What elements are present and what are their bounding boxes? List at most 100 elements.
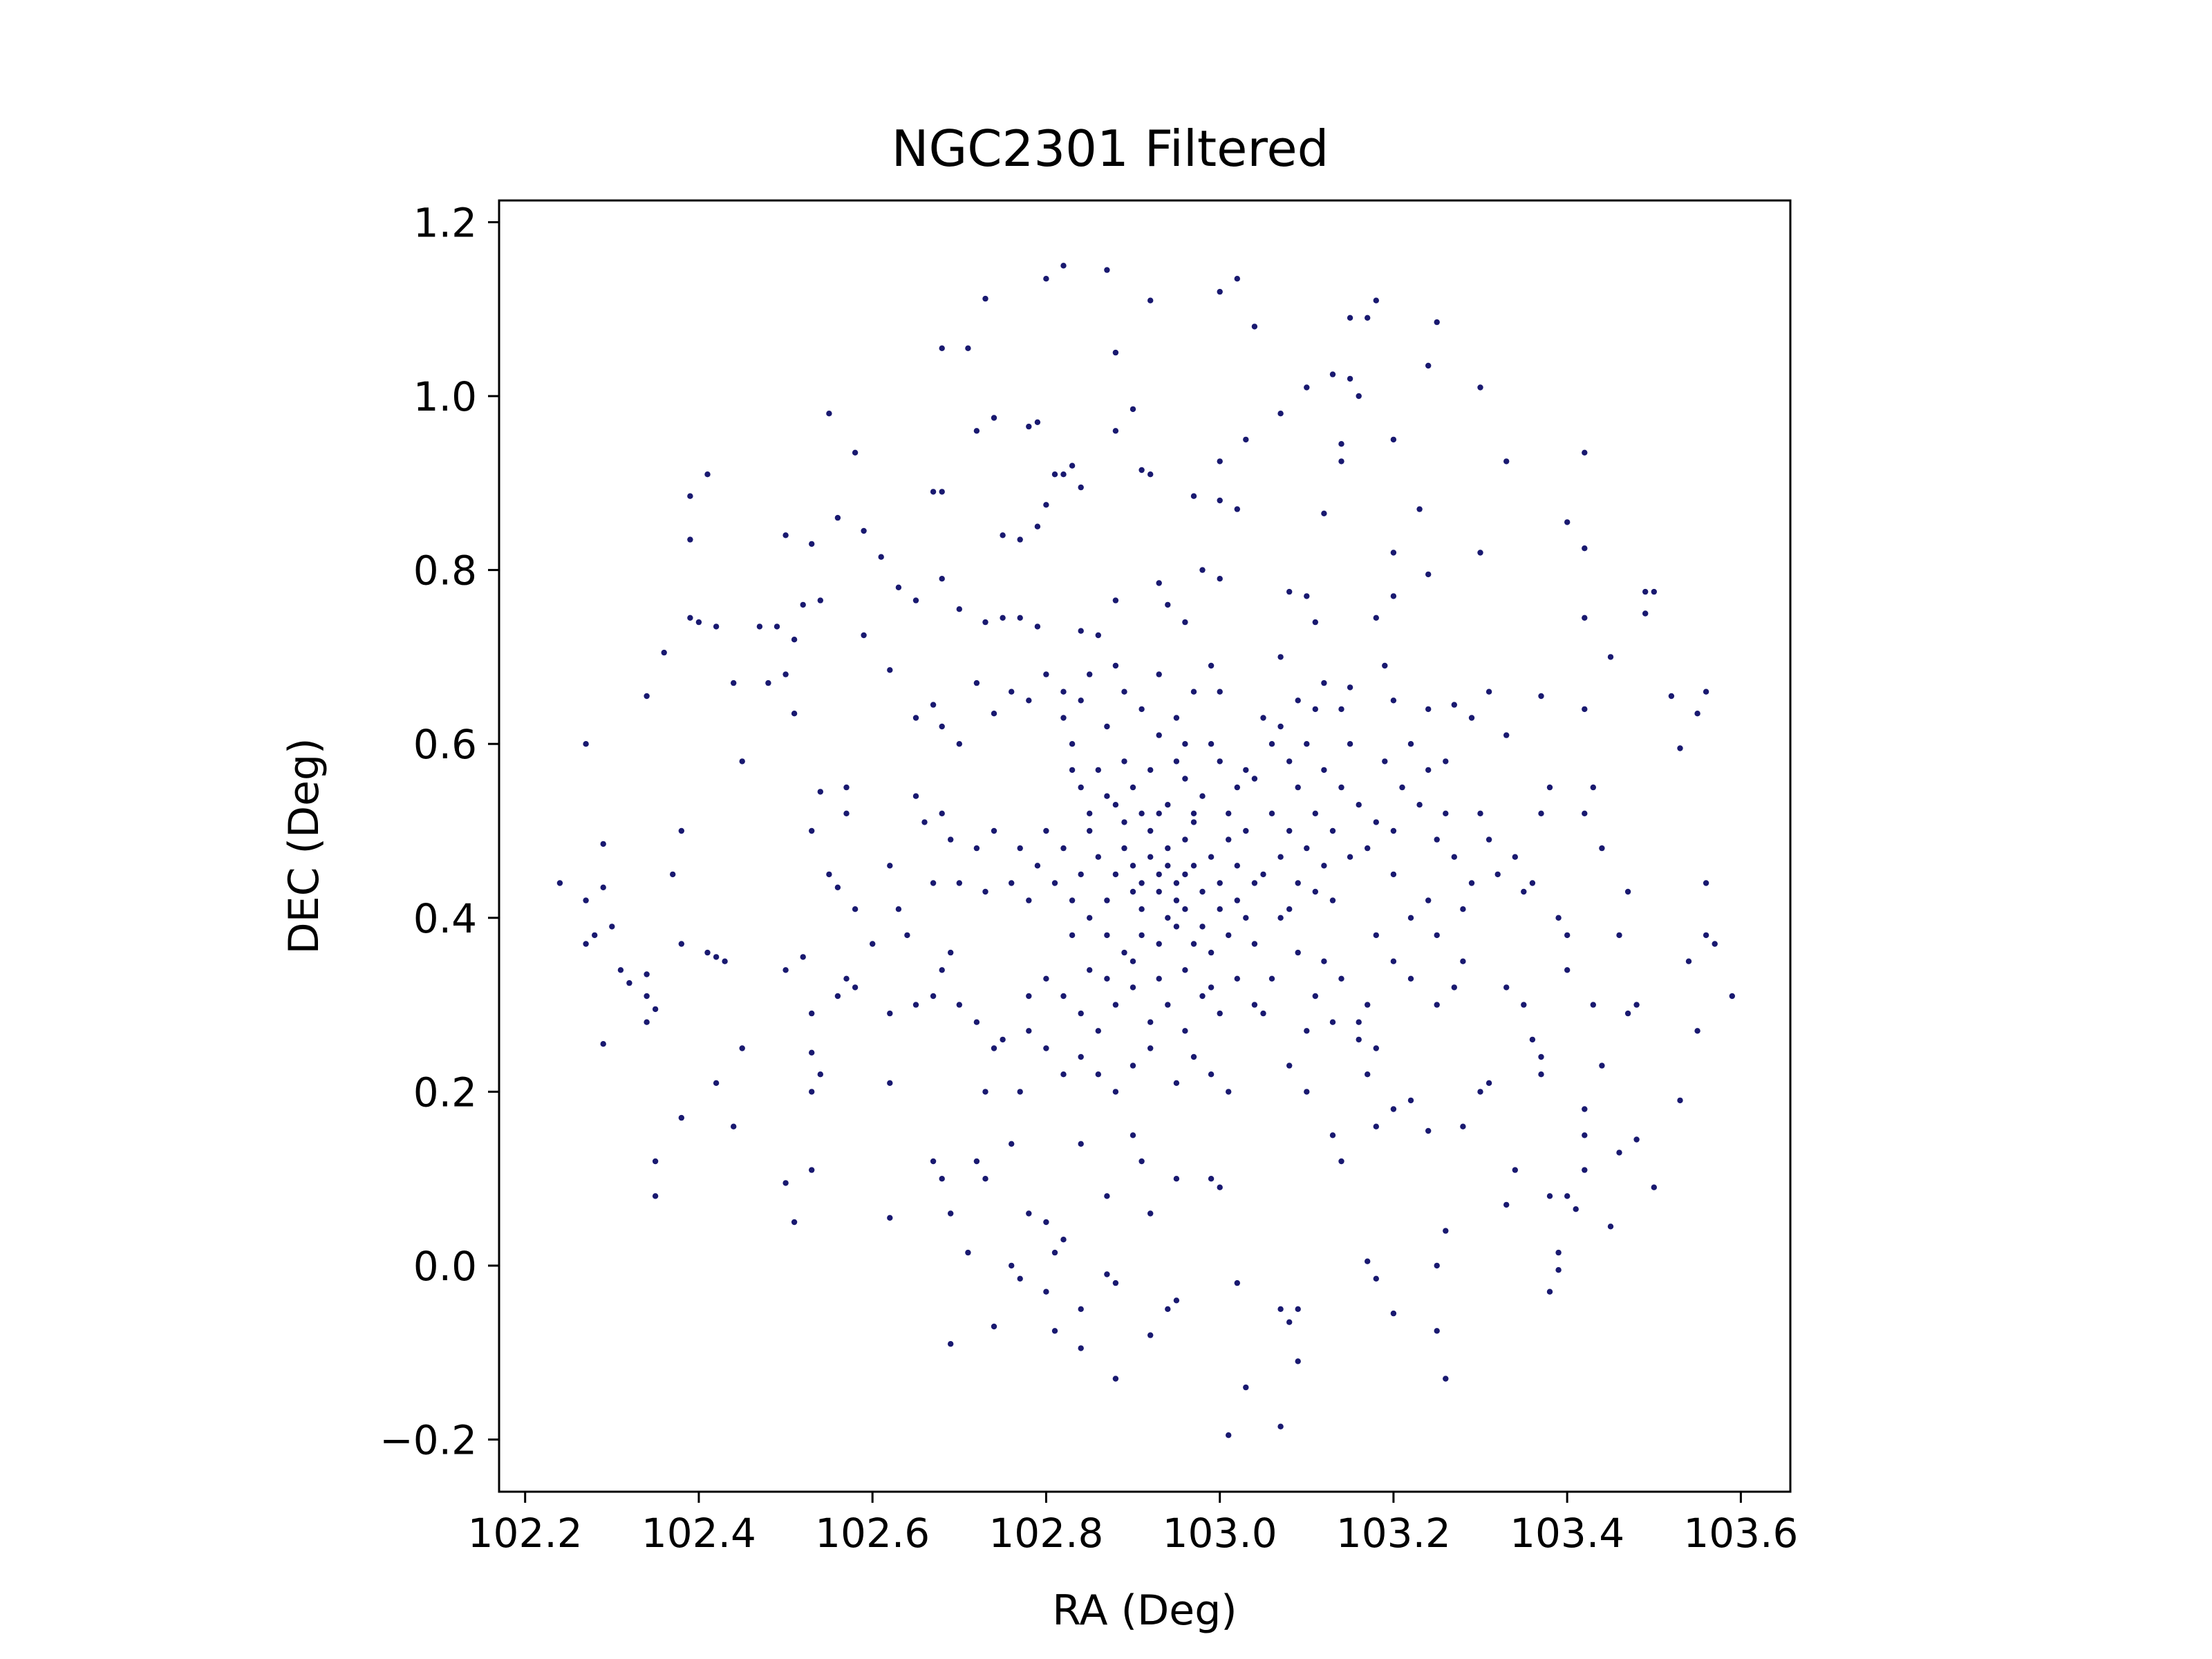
scatter-point — [1529, 1036, 1536, 1043]
scatter-point — [1217, 1010, 1223, 1017]
scatter-point — [1538, 693, 1544, 700]
scatter-point — [600, 1041, 606, 1047]
scatter-point — [939, 1176, 945, 1182]
scatter-point — [930, 1158, 937, 1165]
scatter-point — [1069, 741, 1076, 747]
scatter-point — [722, 958, 728, 964]
scatter-point — [1147, 1210, 1154, 1217]
scatter-point — [1130, 958, 1136, 964]
scatter-point — [1182, 741, 1188, 747]
x-tick-label: 103.4 — [1510, 1510, 1624, 1557]
scatter-point — [887, 1080, 893, 1087]
scatter-point — [1304, 593, 1310, 599]
scatter-point — [1321, 679, 1327, 686]
chart-title: NGC2301 Filtered — [892, 120, 1329, 178]
scatter-point — [1373, 1045, 1380, 1051]
scatter-point — [1078, 1053, 1084, 1060]
scatter-point — [1503, 732, 1510, 738]
scatter-point — [1156, 888, 1162, 895]
scatter-point — [1009, 880, 1015, 886]
scatter-point — [1416, 802, 1423, 808]
scatter-point — [973, 1019, 980, 1025]
scatter-point — [1390, 436, 1397, 443]
scatter-point — [1087, 915, 1093, 921]
scatter-point — [1138, 810, 1145, 817]
scatter-point — [1555, 1267, 1562, 1273]
scatter-point — [1130, 888, 1136, 895]
scatter-point — [800, 601, 806, 608]
scatter-point — [1051, 1328, 1058, 1334]
scatter-point — [1329, 1019, 1336, 1025]
scatter-point — [1390, 1106, 1397, 1112]
scatter-point — [843, 975, 850, 982]
scatter-point — [1121, 949, 1127, 956]
scatter-point — [887, 1215, 893, 1221]
scatter-point — [1365, 1002, 1371, 1008]
scatter-point — [1503, 1201, 1510, 1208]
scatter-point — [756, 624, 763, 630]
scatter-point — [930, 702, 937, 708]
scatter-point — [1165, 915, 1171, 921]
scatter-point — [1425, 1127, 1432, 1134]
scatter-point — [1338, 975, 1344, 982]
scatter-point — [583, 941, 589, 947]
scatter-point — [1060, 993, 1067, 1000]
scatter-point — [1217, 688, 1223, 695]
scatter-point — [1217, 880, 1223, 886]
scatter-point — [1147, 471, 1154, 478]
scatter-point — [1295, 1306, 1301, 1313]
scatter-point — [956, 741, 963, 747]
scatter-point — [739, 1045, 745, 1051]
scatter-point — [852, 906, 859, 912]
scatter-point — [1060, 1071, 1067, 1078]
scatter-point — [930, 880, 937, 886]
scatter-point — [1138, 932, 1145, 939]
scatter-point — [1390, 550, 1397, 556]
scatter-point — [1104, 793, 1110, 799]
scatter-point — [1138, 706, 1145, 713]
scatter-point — [1347, 315, 1353, 321]
scatter-point — [1104, 1193, 1110, 1199]
scatter-point — [600, 841, 606, 847]
scatter-point — [1573, 1206, 1579, 1212]
scatter-point — [1173, 715, 1180, 721]
scatter-point — [1607, 1224, 1614, 1230]
scatter-point — [1546, 1288, 1553, 1295]
scatter-point — [1295, 784, 1301, 791]
scatter-point — [556, 880, 563, 886]
scatter-point — [1582, 615, 1588, 621]
scatter-point — [973, 845, 980, 852]
scatter-point — [982, 295, 988, 302]
scatter-point — [1512, 1167, 1518, 1173]
scatter-point — [1112, 349, 1119, 356]
scatter-point — [644, 693, 650, 700]
scatter-point — [1234, 276, 1241, 282]
scatter-point — [782, 671, 789, 677]
scatter-point — [939, 489, 945, 495]
x-axis-ticks: 102.2 102.4 102.6 102.8 103.0 103.2 103.4 103.6 — [468, 1492, 1798, 1557]
scatter-point — [1208, 1176, 1215, 1182]
scatter-point — [1277, 411, 1284, 417]
scatter-point — [834, 884, 841, 891]
scatter-point — [1407, 1097, 1414, 1104]
scatter-point — [1034, 523, 1041, 529]
scatter-point — [1121, 688, 1127, 695]
scatter-point — [1026, 697, 1032, 704]
scatter-point — [1043, 1045, 1049, 1051]
scatter-point — [583, 741, 589, 747]
scatter-point — [1512, 854, 1518, 860]
scatter-point — [1026, 1028, 1032, 1034]
scatter-point — [1009, 688, 1015, 695]
scatter-point — [1347, 684, 1353, 691]
scatter-point — [1365, 845, 1371, 852]
scatter-point — [652, 1006, 659, 1013]
scatter-point — [1104, 1271, 1110, 1277]
scatter-point — [1234, 784, 1241, 791]
scatter-point — [800, 954, 806, 960]
scatter-point — [1390, 1310, 1397, 1317]
scatter-point — [1104, 897, 1110, 903]
scatter-point — [1199, 567, 1206, 573]
scatter-point — [600, 884, 606, 891]
scatter-point — [1251, 776, 1258, 782]
scatter-point — [1268, 810, 1275, 817]
